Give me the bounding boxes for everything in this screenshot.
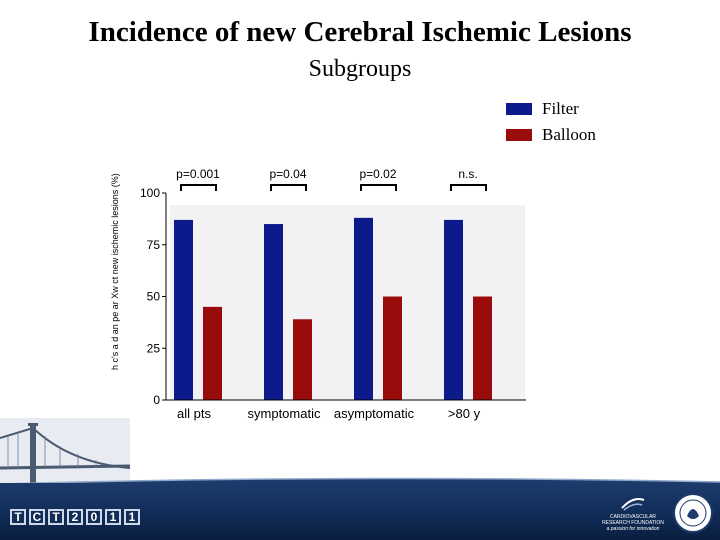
x-category-label: symptomatic: [248, 406, 321, 421]
bar-filter: [264, 224, 283, 400]
y-tick-label: 50: [147, 290, 161, 304]
y-tick-label: 100: [140, 186, 160, 200]
crf-tagline: a passion for innovation: [606, 526, 660, 532]
plot-area: [170, 205, 525, 400]
significance-bracket: [450, 184, 487, 191]
legend-item-balloon: Balloon: [506, 122, 596, 148]
p-value-label: p=0.04: [269, 167, 306, 181]
slide-title: Incidence of new Cerebral Ischemic Lesio…: [88, 16, 632, 48]
crf-swirl-icon: [621, 498, 645, 511]
significance-bracket: [180, 184, 217, 191]
legend-swatch-filter: [506, 103, 532, 115]
logo-char: 0: [86, 509, 102, 525]
bar-filter: [444, 219, 463, 400]
y-tick-label: 0: [153, 393, 160, 407]
significance-bracket: [360, 184, 397, 191]
p-value-label: p=0.02: [359, 167, 396, 181]
legend-label-balloon: Balloon: [542, 125, 596, 144]
logo-char: T: [10, 509, 26, 525]
x-category-label: >80 y: [448, 406, 481, 421]
legend-label-filter: Filter: [542, 99, 579, 118]
seal-icon: [673, 493, 713, 533]
crf-line1: CARDIOVASCULAR: [609, 514, 657, 520]
logo-char: 2: [67, 509, 83, 525]
significance-bracket: [270, 184, 307, 191]
bar-balloon: [203, 306, 222, 400]
bar-balloon: [293, 319, 312, 400]
bridge-image: [0, 418, 130, 488]
p-value-label: p=0.001: [176, 167, 220, 181]
p-value-label: n.s.: [458, 167, 477, 181]
tct-2011-logo: T C T 2 0 1 1: [10, 509, 140, 525]
legend-item-filter: Filter: [506, 96, 596, 122]
bar-balloon: [383, 296, 402, 400]
crf-logo: CARDIOVASCULAR RESEARCH FOUNDATION a pas…: [598, 496, 668, 532]
logo-char: 1: [124, 509, 140, 525]
legend-swatch-balloon: [506, 129, 532, 141]
y-tick-label: 25: [147, 341, 161, 355]
logo-char: C: [29, 509, 45, 525]
chart-legend: Filter Balloon: [506, 96, 596, 148]
x-category-label: all pts: [177, 406, 211, 421]
logo-char: 1: [105, 509, 121, 525]
bar-balloon: [473, 296, 492, 400]
bar-filter: [174, 219, 193, 400]
x-category-label: asymptomatic: [334, 406, 415, 421]
logo-char: T: [48, 509, 64, 525]
slide-subtitle: Subgroups: [308, 56, 412, 82]
y-tick-label: 75: [147, 238, 161, 252]
crf-line2: RESEARCH FOUNDATION: [602, 520, 664, 526]
bar-filter: [354, 217, 373, 400]
y-axis-label: h c's a d an pe ar Xw ct new ischemic le…: [110, 173, 120, 370]
